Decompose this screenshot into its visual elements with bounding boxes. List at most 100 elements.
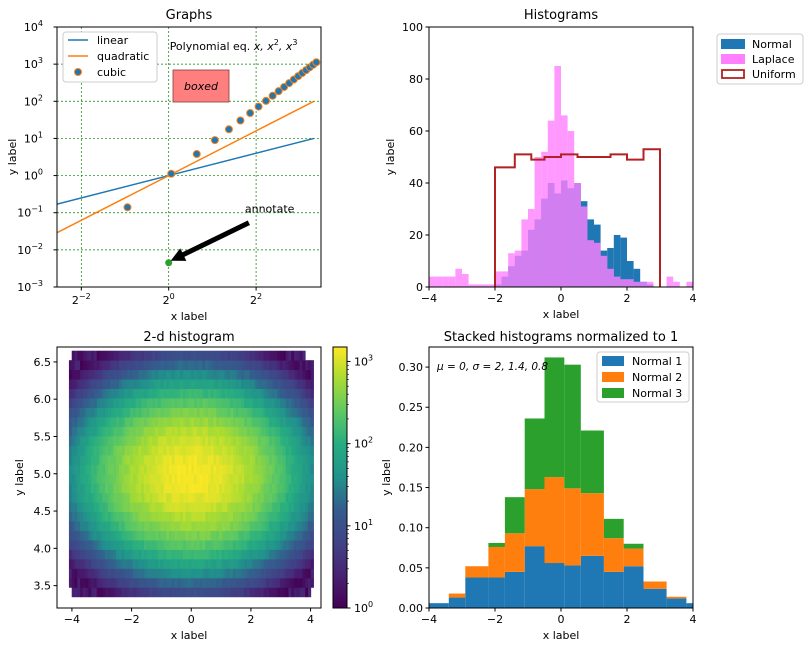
hist2d-cell [146, 407, 150, 418]
hist2d-cell [302, 454, 306, 465]
hist2d-cell [74, 435, 78, 446]
hist2d-cell [191, 540, 195, 550]
hist2d-cell [277, 435, 281, 446]
hist2d-cell [305, 379, 309, 389]
hist2d-cell [202, 521, 206, 531]
hist2d-cell [135, 464, 139, 475]
hist2d-cell [302, 492, 306, 503]
hist2d-cell [285, 540, 289, 550]
hist2d-cell [143, 426, 148, 437]
hist2d-cell [74, 445, 78, 456]
hist2d-cell [74, 416, 78, 427]
hist2d-cell [152, 473, 156, 484]
hist2d-cell [160, 577, 164, 588]
hist2d-cell [163, 549, 167, 560]
hist2d-cell [74, 407, 78, 418]
hist2d-cell [302, 350, 306, 361]
hist2d-cell [116, 360, 120, 371]
hist2d-cell [213, 360, 217, 371]
hist2d-cell [141, 549, 145, 560]
hist2d-cell [141, 473, 145, 484]
hist2d-cell [182, 568, 187, 579]
hist2d-cell [257, 473, 262, 484]
hist2d-cell [252, 558, 256, 569]
hist2d-cell [74, 502, 78, 513]
hist2d-cell [266, 568, 270, 579]
y-tick-label: 3.5 [34, 580, 52, 593]
hist2d-cell [288, 511, 292, 522]
hist2d-cell [91, 360, 95, 371]
laplace-bar [686, 281, 693, 287]
hist2d-cell [188, 558, 192, 569]
hist2d-cell [302, 435, 306, 446]
hist2d-cell [249, 558, 253, 569]
hist2d-cell [282, 521, 287, 531]
hist2d-cell [182, 388, 187, 399]
hist2d-cell [274, 530, 278, 541]
hist2d-cell [91, 350, 95, 361]
hist2d-cell [91, 511, 95, 522]
hist2d-cell [291, 530, 295, 541]
hist2d-cell [305, 464, 309, 475]
laplace-bar [554, 66, 561, 287]
hist2d-cell [227, 511, 231, 522]
hist2d-cell [257, 577, 262, 588]
hist2d-cell [230, 464, 234, 475]
hist2d-cell [216, 521, 220, 531]
y-tick-label: 0.05 [399, 562, 424, 575]
hist2d-cell [93, 379, 98, 389]
hist2d-cell [227, 502, 231, 513]
hist2d-cell [166, 398, 170, 408]
hist2d-cell [177, 360, 181, 371]
hist2d-cell [185, 577, 189, 588]
hist2d-cell [124, 587, 128, 598]
hist2d-cell [277, 445, 281, 456]
hist2d-cell [221, 473, 225, 484]
hist2d-cell [249, 454, 253, 465]
hist2d-cell [305, 398, 309, 408]
hist2d-cell [310, 511, 314, 522]
hist2d-cell [257, 549, 262, 560]
hist2d-cell [177, 398, 181, 408]
hist2d-cell [77, 445, 81, 456]
hist2d-cell [280, 521, 284, 531]
hist2d-cell [166, 568, 170, 579]
hist2d-cell [68, 473, 73, 484]
hist2d-cell [299, 530, 303, 541]
hist2d-cell [277, 426, 281, 437]
hist2d-cell [166, 511, 170, 522]
hist2d-cell [255, 445, 259, 456]
laplace-bar [607, 268, 614, 287]
hist2d-cell [310, 502, 314, 513]
hist2d-cell [274, 398, 278, 408]
hist2d-cell [121, 360, 125, 371]
hist2d-cell [232, 568, 237, 579]
hist2d-cell [260, 540, 264, 550]
hist2d-cell [294, 454, 298, 465]
hist2d-cell [141, 577, 145, 588]
hist2d-cell [166, 416, 170, 427]
hist2d-cell [307, 435, 312, 446]
hist2d-cell [285, 568, 289, 579]
hist2d-cell [68, 407, 73, 418]
hist2d-cell [310, 379, 314, 389]
hist2d-cell [88, 483, 92, 494]
hist2d-cell [118, 407, 123, 418]
hist2d-cell [163, 454, 167, 465]
cubic-point [123, 203, 132, 212]
hist2d-cell [294, 540, 298, 550]
hist2d-cell [210, 511, 214, 522]
hist2d-cell [155, 521, 159, 531]
boxed-text: boxed [184, 80, 219, 93]
hist2d-cell [202, 473, 206, 484]
hist2d-cell [143, 445, 148, 456]
y-tick-label: 10−3 [17, 279, 43, 294]
hist2d-cell [244, 464, 248, 475]
hist2d-cell [269, 464, 273, 475]
hist2d-cell [102, 587, 106, 598]
hist2d-cell [280, 388, 284, 399]
hist2d-cell [96, 558, 100, 569]
hist2d-cell [249, 426, 253, 437]
hist2d-cell [238, 568, 242, 579]
hist2d-cell [238, 454, 242, 465]
